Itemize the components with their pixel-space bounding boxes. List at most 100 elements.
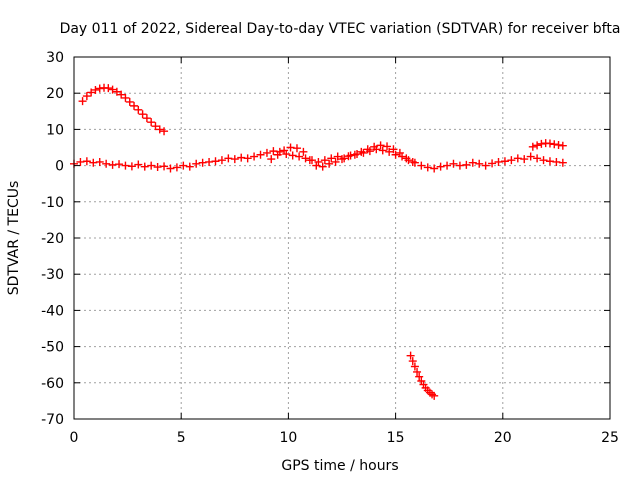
data-point	[172, 163, 181, 172]
data-point	[267, 155, 276, 164]
data-point	[406, 351, 415, 360]
data-point	[550, 140, 559, 149]
data-point	[449, 159, 458, 168]
data-point	[273, 150, 282, 159]
data-point	[205, 157, 214, 166]
data-point	[185, 162, 194, 171]
data-point	[376, 141, 385, 150]
data-point	[552, 157, 561, 166]
data-point	[91, 85, 100, 94]
y-tick-label: 30	[46, 50, 64, 66]
data-point	[475, 159, 484, 168]
data-point	[299, 147, 308, 156]
data-point	[142, 114, 151, 123]
y-tick-label: -30	[41, 267, 64, 283]
data-point	[389, 145, 398, 154]
data-point	[545, 157, 554, 166]
data-point	[462, 160, 471, 169]
data-point	[344, 152, 353, 161]
data-point	[391, 150, 400, 159]
data-point	[363, 145, 372, 154]
data-point	[325, 159, 334, 168]
tick-labels: 0 5 10 15 20 25 -70 -60 -50 -40 -30 -20 -10 0 10 20 30	[41, 50, 619, 446]
data-point	[408, 357, 417, 366]
data-point	[280, 146, 289, 155]
data-point	[155, 125, 164, 134]
data-point	[333, 152, 342, 161]
data-point	[127, 162, 136, 171]
data-point	[537, 139, 546, 148]
data-point	[558, 158, 567, 167]
data-point	[430, 164, 439, 173]
data-point	[423, 163, 432, 172]
y-tick-label: -20	[41, 231, 64, 247]
data-point	[125, 97, 134, 106]
data-point	[138, 110, 147, 119]
data-point	[327, 154, 336, 163]
data-point	[415, 372, 424, 381]
data-point	[140, 162, 149, 171]
data-point	[95, 84, 104, 93]
series-arc-low	[406, 351, 439, 400]
y-tick-label: -40	[41, 303, 64, 319]
chart-title: Day 011 of 2022, Sidereal Day-to-day VTE…	[60, 21, 621, 37]
data-point	[526, 152, 535, 161]
data-point	[443, 161, 452, 170]
data-point	[417, 161, 426, 170]
data-point	[305, 156, 314, 165]
data-point	[198, 158, 207, 167]
y-tick-label: -60	[41, 376, 64, 392]
data-point	[243, 154, 252, 163]
data-point	[230, 155, 239, 164]
series-arc-late-high	[528, 139, 567, 151]
data-point	[370, 142, 379, 151]
data-point	[117, 90, 126, 99]
data-point	[160, 127, 169, 136]
data-point	[179, 161, 188, 170]
data-point	[76, 157, 85, 166]
data-point	[211, 157, 220, 166]
data-point	[558, 141, 567, 150]
data-point	[395, 148, 404, 157]
data-point	[318, 162, 327, 171]
data-point	[78, 97, 87, 106]
data-point	[488, 159, 497, 168]
data-point	[292, 144, 301, 153]
x-tick-label: 20	[494, 430, 512, 446]
data-point	[481, 161, 490, 170]
data-point	[192, 159, 201, 168]
data-point	[104, 84, 113, 93]
data-point	[95, 157, 104, 166]
data-point	[166, 164, 175, 173]
data-point	[87, 88, 96, 97]
data-point	[153, 163, 162, 172]
x-tick-label: 25	[601, 430, 619, 446]
data-point	[554, 140, 563, 149]
x-tick-label: 5	[177, 430, 186, 446]
data-point	[378, 146, 387, 155]
data-point	[513, 154, 522, 163]
data-point	[331, 157, 340, 166]
data-point	[115, 160, 124, 169]
data-point	[134, 105, 143, 114]
data-point	[286, 143, 295, 152]
data-point	[507, 156, 516, 165]
data-point	[82, 157, 91, 166]
data-point	[533, 154, 542, 163]
axis-ticks	[73, 56, 611, 420]
grid	[74, 57, 610, 419]
data-point	[455, 161, 464, 170]
y-tick-label: -70	[41, 412, 64, 428]
data-point	[338, 155, 346, 164]
data-point	[121, 93, 130, 102]
x-tick-label: 0	[70, 430, 79, 446]
data-point	[147, 118, 156, 127]
data-point	[134, 160, 143, 169]
data-point	[250, 152, 259, 161]
data-point	[224, 154, 233, 163]
data-point	[217, 156, 226, 165]
data-point	[539, 156, 548, 165]
data-point	[520, 155, 529, 164]
data-point	[413, 367, 422, 376]
